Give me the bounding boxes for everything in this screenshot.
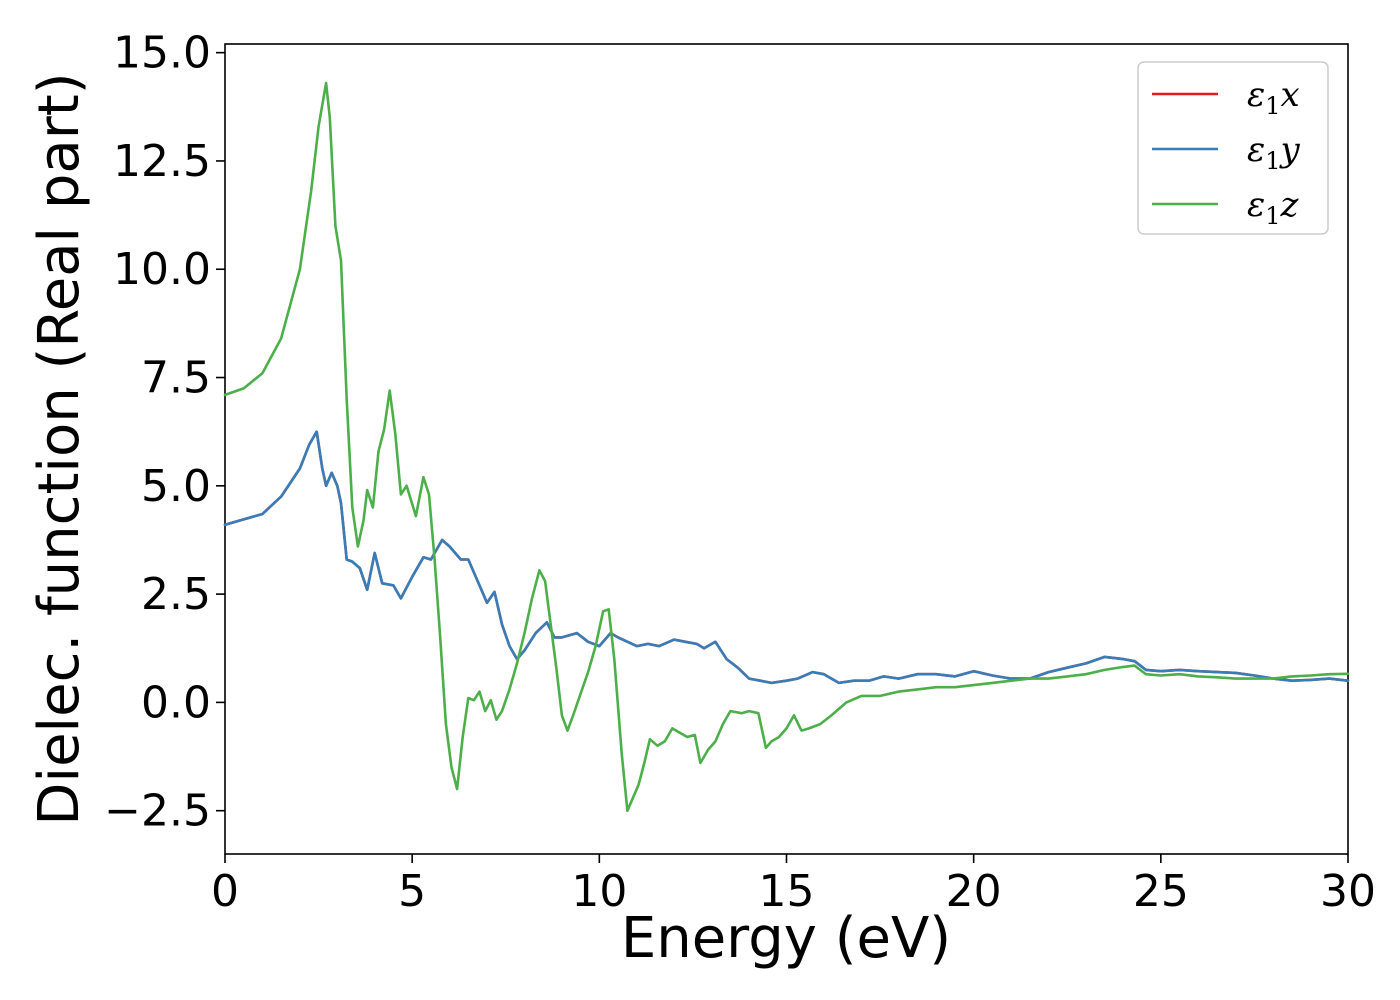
legend-box	[1137, 61, 1329, 235]
legend-entries: ε1x ε1y ε1z	[1152, 75, 1301, 230]
y-tick-label: 15.0	[113, 28, 211, 79]
series-layer	[223, 81, 1350, 812]
x-tick-label: 5	[398, 866, 426, 917]
series-line-2	[223, 81, 1350, 812]
y-tick-label: 7.5	[141, 353, 211, 404]
y-tick-label: 10.0	[113, 244, 211, 295]
x-tick-label: 0	[211, 866, 239, 917]
y-tick-label: 0.0	[141, 677, 211, 728]
legend: ε1x ε1y ε1z	[1137, 61, 1329, 235]
x-tick-label: 15	[759, 866, 815, 917]
series-line-0	[223, 430, 1350, 685]
y-tick-label: 12.5	[113, 136, 211, 187]
legend-label: ε1x	[1247, 75, 1300, 120]
x-axis-ticks: 0 5 10 15 20 25 30	[211, 854, 1376, 917]
y-tick-label: −2.5	[104, 786, 211, 837]
y-tick-label: 5.0	[141, 461, 211, 512]
legend-label: ε1y	[1247, 130, 1301, 175]
legend-label: ε1z	[1247, 185, 1300, 230]
x-tick-label: 30	[1320, 866, 1376, 917]
series-line-1	[223, 430, 1350, 685]
x-tick-label: 20	[946, 866, 1002, 917]
x-axis-label: Energy (eV)	[621, 906, 951, 971]
y-tick-label: 2.5	[141, 569, 211, 620]
y-axis-label: Dielec. function (Real part)	[27, 72, 92, 825]
x-tick-label: 10	[571, 866, 627, 917]
x-tick-label: 25	[1133, 866, 1189, 917]
y-axis-ticks: −2.5 0.0 2.5 5.0 7.5 10.0 12.5 15.0	[104, 28, 225, 837]
